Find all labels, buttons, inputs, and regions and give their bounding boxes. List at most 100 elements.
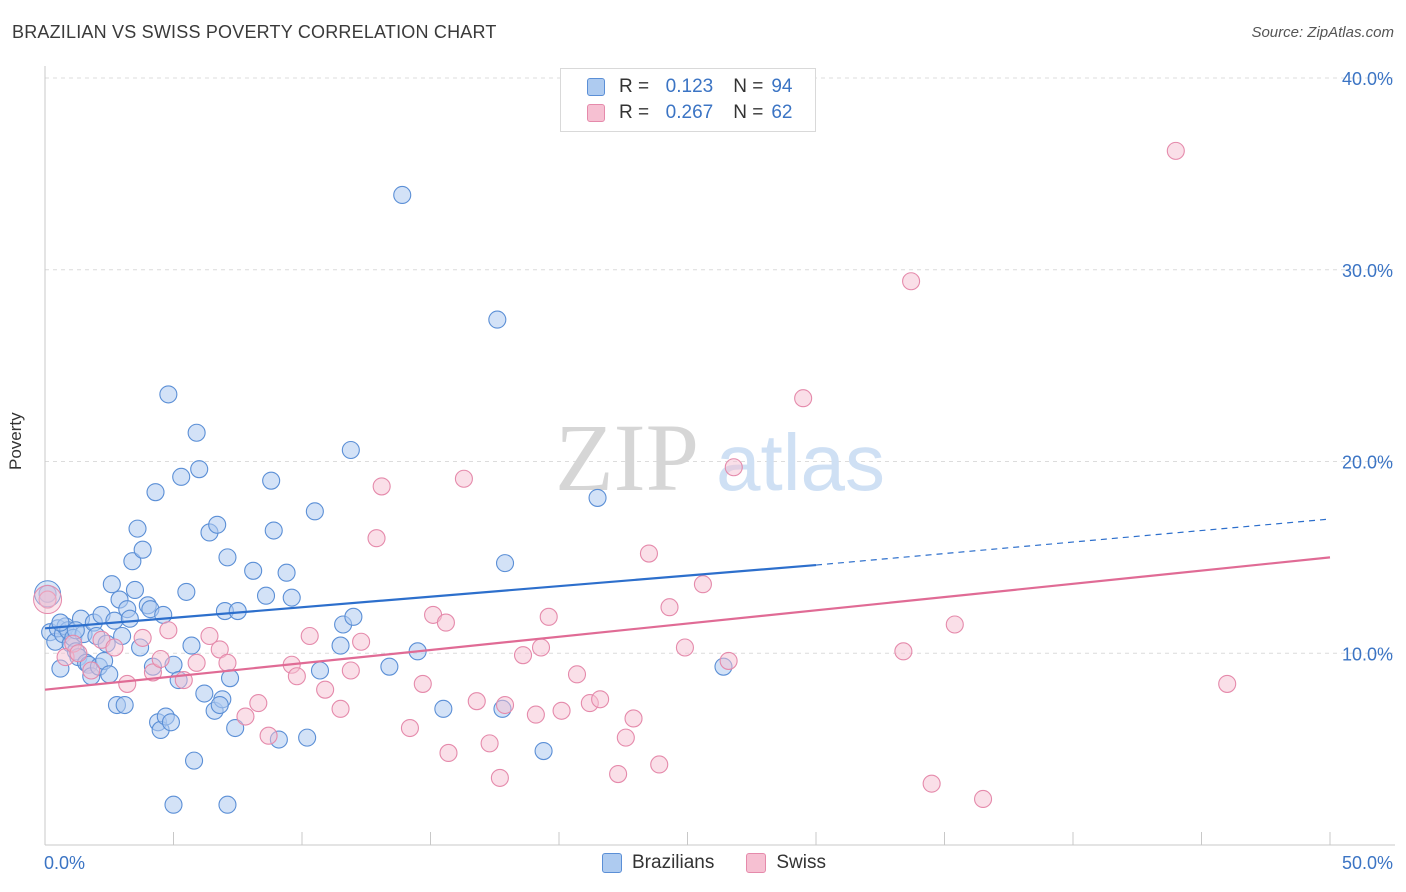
data-point-brazilians — [128, 519, 147, 538]
data-point-swiss — [480, 734, 499, 753]
data-point-swiss — [38, 590, 57, 609]
y-tick-label: 10.0% — [1342, 644, 1393, 664]
data-point-swiss — [1166, 141, 1185, 160]
data-point-brazilians — [226, 718, 245, 738]
data-point-swiss — [259, 726, 278, 745]
data-point-swiss — [675, 638, 694, 657]
y-tick-label: 40.0% — [1342, 69, 1393, 89]
data-point-swiss — [143, 663, 162, 682]
x-tick-label: 0.0% — [44, 853, 85, 873]
data-point-swiss — [567, 665, 587, 684]
data-point-brazilians — [161, 713, 180, 732]
data-point-swiss — [133, 628, 152, 647]
data-point-brazilians — [264, 521, 283, 540]
data-point-brazilians — [177, 582, 196, 601]
data-point-brazilians — [100, 665, 119, 684]
data-point-swiss — [539, 607, 558, 626]
data-point-brazilians — [102, 575, 121, 594]
data-point-swiss — [249, 694, 268, 713]
data-point-brazilians — [380, 657, 399, 676]
data-point-brazilians — [344, 607, 363, 626]
bottom-swatch-blue — [602, 853, 622, 873]
data-point-brazilians — [218, 548, 237, 567]
data-point-swiss — [454, 469, 473, 488]
tick-labels: 10.0% 20.0% 30.0% 40.0% 0.0% 50.0% — [44, 69, 1393, 873]
data-point-swiss — [650, 755, 669, 774]
legend-n-value: 62 — [771, 102, 793, 123]
data-point-brazilians — [182, 636, 201, 655]
data-point-swiss — [200, 626, 219, 646]
data-point-swiss — [159, 621, 178, 640]
data-point-swiss — [341, 661, 360, 680]
data-point-swiss — [945, 615, 964, 634]
data-point-brazilians — [277, 563, 296, 582]
legend-n-label: N = — [733, 76, 764, 97]
legend-r-value: 0.267 — [665, 102, 714, 123]
legend-swatch-pink — [587, 104, 605, 122]
data-point-swiss — [922, 774, 941, 793]
trend-line-brazilians — [44, 563, 817, 630]
data-point-brazilians — [146, 483, 165, 502]
data-point-brazilians — [310, 661, 330, 680]
data-point-swiss — [495, 695, 515, 715]
data-point-brazilians — [534, 741, 553, 761]
legend-row-brazilians: R = 0.123 N = 94 — [587, 75, 792, 99]
data-point-brazilians — [164, 795, 183, 814]
legend-row-swiss: R = 0.267 N = 62 — [587, 101, 792, 125]
data-point-swiss — [693, 575, 712, 594]
legend-n-value: 94 — [771, 76, 793, 97]
data-point-brazilians — [133, 540, 152, 559]
data-point-swiss — [372, 477, 391, 496]
data-point-swiss — [894, 642, 913, 661]
data-point-swiss — [616, 728, 635, 747]
series-swiss — [33, 141, 1237, 809]
data-point-brazilians — [159, 385, 178, 404]
data-point-brazilians — [208, 515, 227, 534]
data-point-brazilians — [495, 554, 515, 573]
legend-n-label: N = — [733, 102, 764, 123]
data-point-swiss — [902, 272, 921, 291]
data-point-brazilians — [190, 460, 209, 479]
data-point-brazilians — [244, 561, 263, 580]
data-point-swiss — [187, 653, 206, 672]
data-point-brazilians — [123, 552, 142, 571]
data-point-brazilians — [256, 586, 276, 605]
data-point-brazilians — [434, 699, 453, 718]
trend-line-swiss — [44, 556, 1331, 691]
legend-box: R = 0.123 N = 94 R = 0.267 N = 62 — [560, 68, 816, 132]
data-point-swiss — [413, 674, 432, 693]
data-point-swiss — [552, 701, 571, 720]
data-point-brazilians — [172, 467, 191, 486]
trend-lines — [44, 518, 1331, 691]
x-tick-label: 50.0% — [1342, 853, 1393, 873]
data-point-swiss — [513, 646, 533, 665]
data-point-brazilians — [210, 695, 229, 715]
data-point-swiss — [367, 529, 386, 548]
data-point-swiss — [287, 667, 306, 686]
bottom-swatch-pink — [746, 853, 767, 873]
data-point-swiss — [300, 626, 319, 646]
bottom-legend-label: Brazilians — [632, 852, 715, 873]
data-point-swiss — [1218, 674, 1237, 693]
data-point-swiss — [591, 690, 610, 709]
data-point-brazilians — [588, 488, 607, 507]
data-point-brazilians — [115, 695, 134, 715]
data-point-swiss — [724, 458, 743, 477]
data-point-brazilians — [218, 795, 237, 814]
data-point-brazilians — [282, 588, 301, 607]
data-point-swiss — [436, 613, 455, 632]
data-point-brazilians — [488, 310, 507, 329]
data-point-swiss — [439, 743, 458, 763]
data-point-swiss — [624, 709, 643, 728]
data-point-swiss — [352, 632, 371, 651]
data-point-brazilians — [262, 471, 281, 490]
data-point-brazilians — [185, 751, 204, 770]
bottom-legend-brazilians: Brazilians — [602, 852, 714, 874]
data-point-swiss — [526, 705, 545, 724]
legend-r-label: R = — [619, 102, 650, 123]
bottom-legend: Brazilians Swiss — [602, 852, 858, 874]
data-point-brazilians — [154, 605, 173, 624]
data-point-brazilians — [331, 636, 350, 655]
data-point-swiss — [151, 649, 170, 669]
